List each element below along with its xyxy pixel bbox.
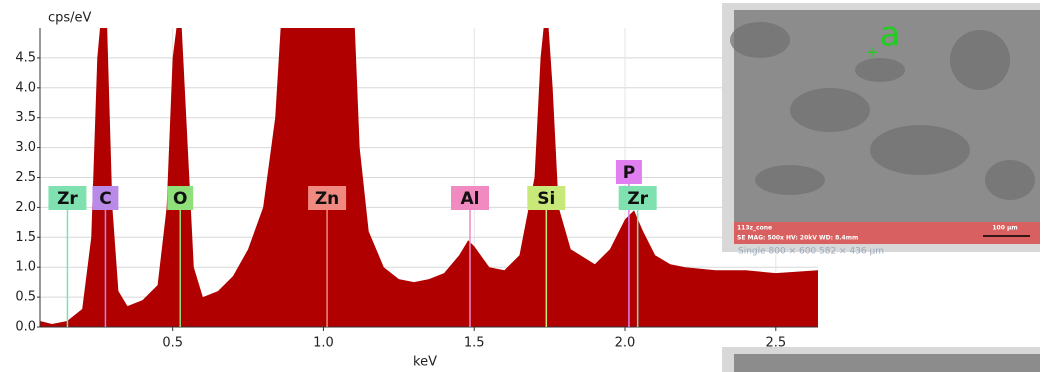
image-texture — [790, 88, 870, 132]
marker-box — [527, 186, 566, 210]
x-tick-label: 2.0 — [615, 336, 636, 351]
caption-scale: 100 µm — [992, 225, 1017, 232]
y-tick-label: 2.5 — [15, 170, 36, 185]
marker-label: Al — [461, 189, 480, 209]
x-axis-label: keV — [413, 355, 437, 370]
marker-label: P — [623, 163, 635, 183]
image-texture — [985, 160, 1035, 200]
marker-box — [92, 186, 119, 210]
y-tick-label: 3.0 — [15, 140, 36, 155]
marker-label: C — [99, 189, 111, 209]
y-axis-label: cps/eV — [48, 11, 92, 26]
y-tick-label: 0.0 — [15, 320, 36, 335]
marker-label: Zr — [57, 189, 78, 209]
y-tick-label: 0.5 — [15, 290, 36, 305]
image-texture — [755, 165, 825, 195]
caption-footer: Single 800 × 600 582 × 436 µm — [738, 247, 884, 257]
marker-box — [451, 186, 490, 210]
marker-label: Zr — [627, 189, 648, 209]
y-tick-label: 2.0 — [15, 200, 36, 215]
caption-params: SE MAG: 500x HV: 20kV WD: 8.4mm — [737, 235, 858, 242]
marker-label: Si — [537, 189, 555, 209]
caption-sample: 113z_cone — [737, 225, 772, 232]
x-tick-label: 2.5 — [765, 336, 786, 351]
y-tick-label: 4.5 — [15, 50, 36, 65]
marker-label: O — [173, 189, 187, 209]
x-tick-label: 1.0 — [313, 336, 334, 351]
y-tick-label: 1.5 — [15, 230, 36, 245]
y-tick-label: 4.0 — [15, 80, 36, 95]
sem-image: 113z_cone SE MAG: 500x HV: 20kV WD: 8.4mm… — [722, 3, 1040, 257]
image-texture — [730, 22, 790, 58]
marker-box — [48, 186, 87, 210]
y-tick-label: 3.5 — [15, 110, 36, 125]
marker-box — [308, 186, 347, 210]
marker-label: Zn — [315, 189, 339, 209]
image-body-2 — [734, 354, 1040, 372]
caption-bar — [734, 222, 1040, 244]
x-tick-label: 1.5 — [464, 336, 485, 351]
y-tick-label: 1.0 — [15, 260, 36, 275]
image-texture — [870, 125, 970, 175]
image-texture — [950, 30, 1010, 90]
marker-box — [618, 186, 657, 210]
spectrum-area — [40, 28, 818, 327]
marker-box — [615, 160, 642, 184]
image-texture — [855, 58, 905, 82]
point-cross: + — [865, 43, 878, 62]
marker-box — [167, 186, 194, 210]
point-label: a — [880, 15, 901, 55]
x-tick-label: 0.5 — [162, 336, 183, 351]
